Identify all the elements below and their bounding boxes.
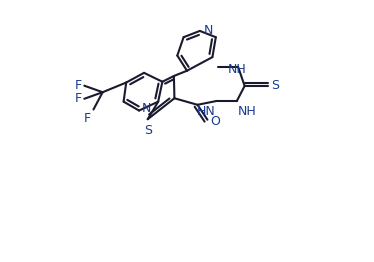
Text: S: S	[271, 79, 279, 92]
Text: S: S	[144, 124, 152, 137]
Text: NH: NH	[228, 63, 247, 77]
Text: NH: NH	[237, 105, 256, 118]
Text: F: F	[74, 92, 82, 105]
Text: F: F	[84, 112, 91, 125]
Text: HN: HN	[196, 105, 215, 118]
Text: N: N	[203, 24, 213, 37]
Text: O: O	[211, 115, 220, 128]
Text: N: N	[142, 102, 151, 115]
Text: F: F	[74, 79, 82, 92]
